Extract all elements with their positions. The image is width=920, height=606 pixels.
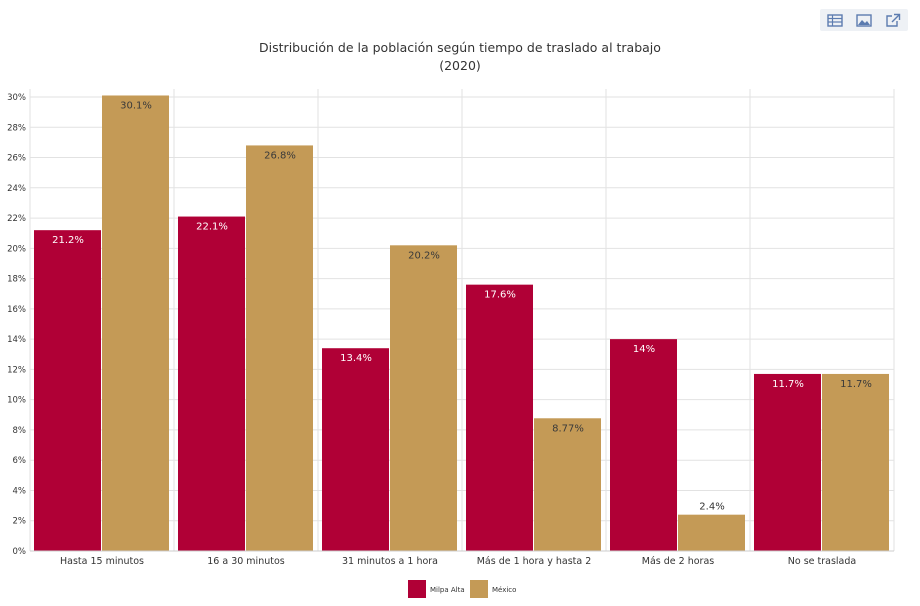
y-tick-label: 28%: [7, 123, 26, 133]
y-tick-label: 22%: [7, 214, 26, 224]
bar: [822, 373, 889, 551]
y-tick-label: 14%: [7, 335, 26, 345]
external-link-icon: [886, 13, 901, 27]
data-label: 14%: [633, 344, 655, 355]
bar: [34, 230, 101, 551]
chart-title-block: Distribución de la población según tiemp…: [0, 39, 920, 75]
x-tick-label: No se traslada: [788, 556, 856, 567]
bar: [534, 418, 601, 551]
y-tick-label: 12%: [7, 365, 26, 375]
data-label: 21.2%: [52, 235, 84, 246]
download-image-button[interactable]: [855, 12, 873, 28]
data-label: 8.77%: [552, 423, 584, 434]
data-label: 20.2%: [408, 250, 440, 261]
legend-label: México: [492, 586, 516, 594]
y-tick-label: 20%: [7, 244, 26, 254]
data-label: 22.1%: [196, 222, 228, 233]
y-tick-label: 30%: [7, 93, 26, 103]
x-tick-label: 31 minutos a 1 hora: [342, 556, 438, 567]
bar: [466, 284, 533, 551]
x-tick-label: Más de 2 horas: [642, 556, 715, 567]
x-tick-label: Hasta 15 minutos: [60, 556, 144, 567]
y-tick-label: 10%: [7, 396, 26, 406]
data-label: 11.7%: [840, 379, 872, 390]
data-label: 30.1%: [120, 100, 152, 111]
y-tick-label: 16%: [7, 305, 26, 315]
legend-label: Milpa Alta: [430, 586, 465, 594]
y-tick-label: 8%: [13, 426, 27, 436]
y-tick-label: 26%: [7, 154, 26, 164]
bar: [754, 373, 821, 551]
open-external-button[interactable]: [884, 12, 902, 28]
bar: [178, 216, 245, 551]
view-table-button[interactable]: [826, 12, 844, 28]
bar: [322, 348, 389, 551]
y-tick-label: 2%: [13, 517, 27, 527]
x-tick-label: Más de 1 hora y hasta 2: [477, 556, 592, 567]
y-tick-label: 24%: [7, 184, 26, 194]
bar: [246, 145, 313, 551]
data-label: 26.8%: [264, 150, 296, 161]
bar: [390, 245, 457, 551]
data-label: 2.4%: [699, 502, 724, 513]
chart-title: Distribución de la población según tiemp…: [259, 40, 661, 55]
data-label: 13.4%: [340, 353, 372, 364]
bar: [102, 95, 169, 551]
legend-swatch: [408, 580, 426, 598]
y-tick-label: 4%: [13, 486, 27, 496]
data-label: 11.7%: [772, 379, 804, 390]
bar: [610, 339, 677, 551]
chart-subtitle: (2020): [439, 58, 481, 73]
y-tick-label: 6%: [13, 456, 27, 466]
table-icon: [826, 13, 843, 27]
x-tick-label: 16 a 30 minutos: [207, 556, 285, 567]
data-label: 17.6%: [484, 290, 516, 301]
y-tick-label: 18%: [7, 275, 26, 285]
legend-swatch: [470, 580, 488, 598]
image-icon: [856, 13, 872, 27]
chart-toolbar: [820, 9, 908, 31]
y-tick-label: 0%: [13, 547, 27, 557]
bar: [678, 514, 745, 551]
